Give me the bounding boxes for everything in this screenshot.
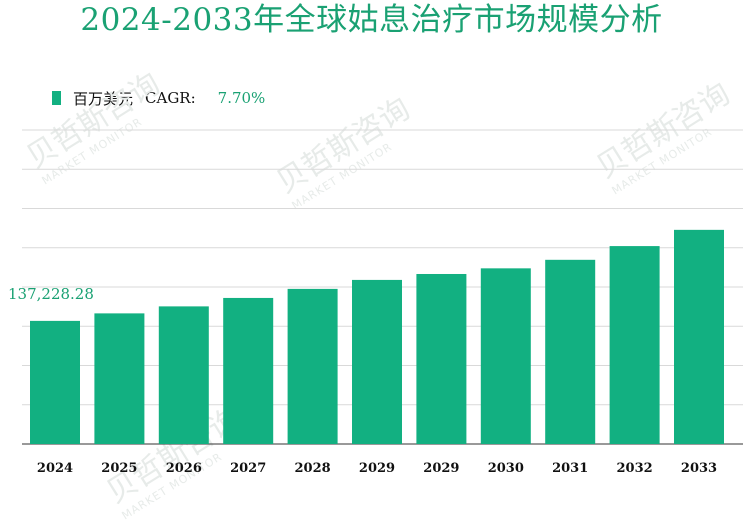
legend-unit: 百万美元: [73, 89, 134, 108]
x-tick-label: 2032: [617, 461, 653, 476]
bar: [223, 297, 274, 444]
bar: [158, 306, 209, 444]
data-label: 137,228.28: [8, 285, 94, 303]
x-tick-label: 2024: [37, 461, 73, 476]
bar-chart: 2024 137,228.28 2025 2026 2027 2028 2029 2029 20…: [8, 129, 743, 476]
x-tick-label: 2030: [488, 461, 524, 476]
x-tick-label: 2029: [423, 461, 459, 476]
x-tick-label: 2026: [166, 461, 202, 476]
chart-title: 2024-2033年全球姑息治疗市场规模分析: [80, 2, 663, 38]
bar: [609, 246, 660, 444]
bar: [480, 268, 531, 444]
x-tick-label: 2025: [101, 461, 137, 476]
x-tick-label: 2028: [295, 461, 331, 476]
legend-cagr-value: 7.70%: [217, 89, 266, 107]
legend: 百万美元 CAGR: 7.70%: [52, 87, 265, 109]
bar: [545, 259, 596, 444]
bar: [287, 288, 338, 444]
bar: [352, 279, 402, 444]
bar: [416, 273, 467, 444]
bar: [674, 229, 724, 444]
x-tick-label: 2029: [359, 461, 395, 476]
legend-swatch: [52, 91, 61, 105]
x-tick-label: 2033: [681, 461, 717, 476]
x-tick-label: 2031: [552, 461, 588, 476]
bar: [30, 320, 80, 444]
x-tick-label: 2027: [230, 461, 266, 476]
bar: [94, 313, 145, 444]
legend-cagr-label: CAGR:: [145, 89, 196, 107]
